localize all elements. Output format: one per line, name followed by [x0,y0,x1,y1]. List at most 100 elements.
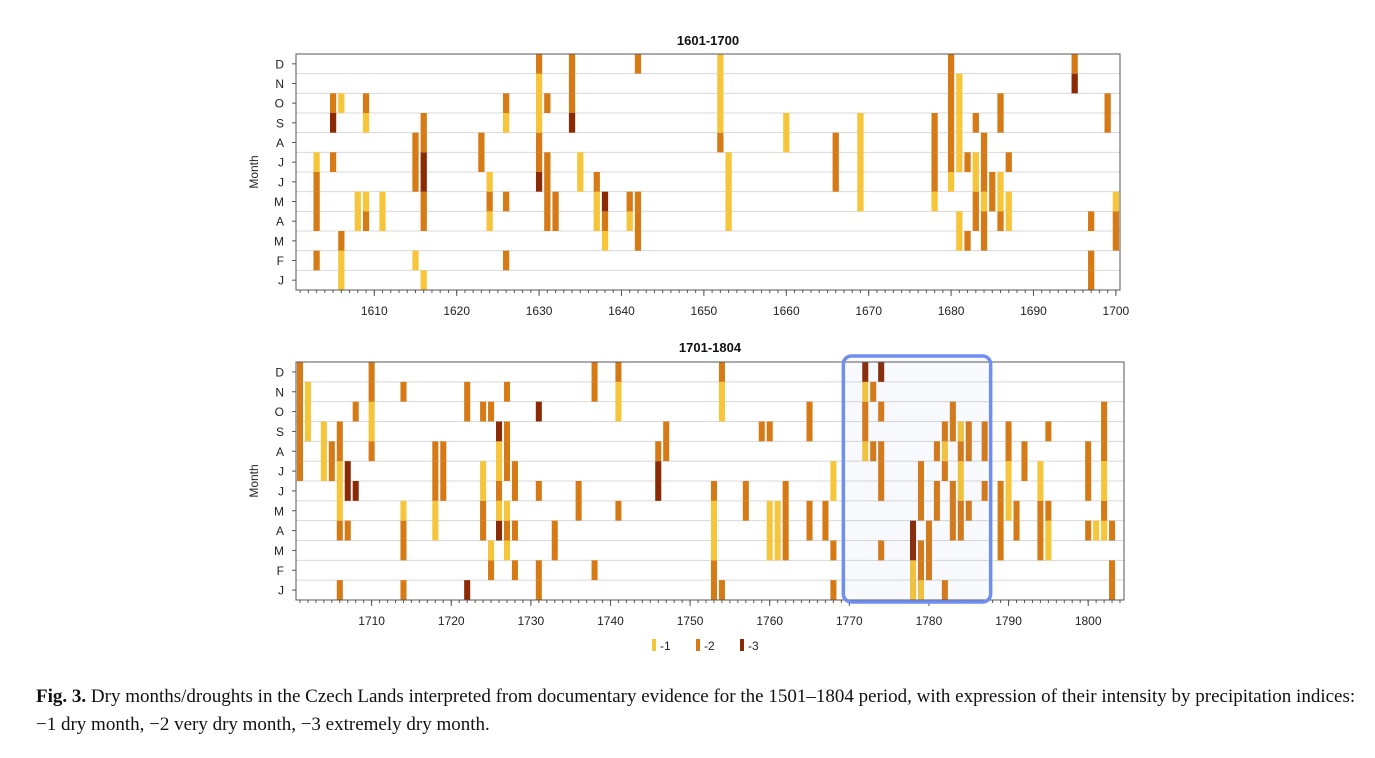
data-bar [909,580,917,600]
data-bar [1005,211,1012,231]
data-bar [432,461,439,481]
data-bar [909,540,917,561]
data-bar [766,540,773,561]
y-tick-label: J [278,584,284,598]
data-bar [1085,481,1092,501]
y-tick-label: J [278,465,284,479]
data-bar [1005,481,1012,501]
data-bar [503,381,511,402]
legend-swatch [652,639,656,651]
data-bar [949,500,956,521]
x-tick-label: 1680 [938,304,965,318]
data-bar [931,172,938,192]
data-bar [338,250,345,271]
data-bar [947,54,955,74]
data-bar [980,132,988,153]
data-bar [535,172,543,192]
y-tick-label: J [278,484,284,498]
data-bar [420,172,427,192]
x-tick-label: 1760 [756,614,783,628]
data-bar [329,152,337,172]
data-bar [420,132,427,153]
x-tick-label: 1800 [1075,614,1102,628]
data-bar [503,421,511,442]
data-bar [878,481,885,501]
data-bar [420,191,427,212]
data-bar [464,381,471,402]
data-bar [626,191,633,212]
data-bar [368,381,375,402]
data-bar [717,54,724,74]
data-bar [941,580,948,600]
data-bar [766,520,773,541]
data-bar [1088,270,1095,290]
data-bar [535,113,543,133]
data-bar [782,481,789,501]
data-bar [420,152,427,172]
data-bar [832,172,839,192]
legend-label: -1 [660,639,671,653]
data-bar [949,520,956,541]
data-bar [931,132,938,153]
data-bar [925,520,932,541]
data-bar [663,441,670,462]
data-bar [997,211,1004,231]
x-tick-label: 1660 [773,304,800,318]
data-bar [997,481,1004,501]
data-bar [989,191,996,212]
data-bar [495,441,503,462]
data-bar [336,421,343,442]
data-bar [718,401,725,422]
y-axis-label: Month [247,155,261,188]
data-bar [400,580,407,600]
data-bar [352,401,359,422]
data-bar [956,73,963,94]
x-tick-label: 1650 [691,304,718,318]
data-bar [981,441,988,462]
data-bar [568,54,576,74]
data-bar [710,560,718,581]
data-bar [964,152,971,172]
data-bar [495,520,503,541]
data-bar [957,441,964,462]
data-bar [313,152,320,172]
y-tick-label: M [274,544,284,558]
data-bar [412,172,419,192]
data-bar [909,560,917,581]
data-bar [725,172,732,192]
data-bar [1037,540,1044,561]
data-bar [488,560,495,581]
y-tick-label: O [275,405,284,419]
data-bar [615,362,622,382]
data-bar [304,421,311,442]
data-bar [511,461,518,481]
data-bar [313,172,320,192]
data-bar [1005,421,1012,442]
chart-title: 1601-1700 [677,33,739,48]
data-bar [857,152,864,172]
data-bar [933,441,940,462]
data-bar [1101,421,1108,442]
data-bar [488,540,495,561]
data-bar [862,421,869,442]
data-bar [655,441,662,462]
x-tick-label: 1780 [916,614,943,628]
data-bar [655,481,662,501]
data-bar [972,191,979,212]
data-bar [486,211,493,231]
data-bar [338,231,345,251]
x-tick-label: 1620 [443,304,470,318]
data-bar [1109,560,1116,581]
data-bar [1101,520,1108,541]
data-bar [878,362,885,382]
data-bar [577,152,584,172]
data-bar [535,401,542,422]
data-bar [947,172,955,192]
data-bar [997,520,1004,541]
data-bar [717,73,724,94]
data-bar [783,132,790,153]
data-bar [710,520,718,541]
data-bar [344,481,351,501]
